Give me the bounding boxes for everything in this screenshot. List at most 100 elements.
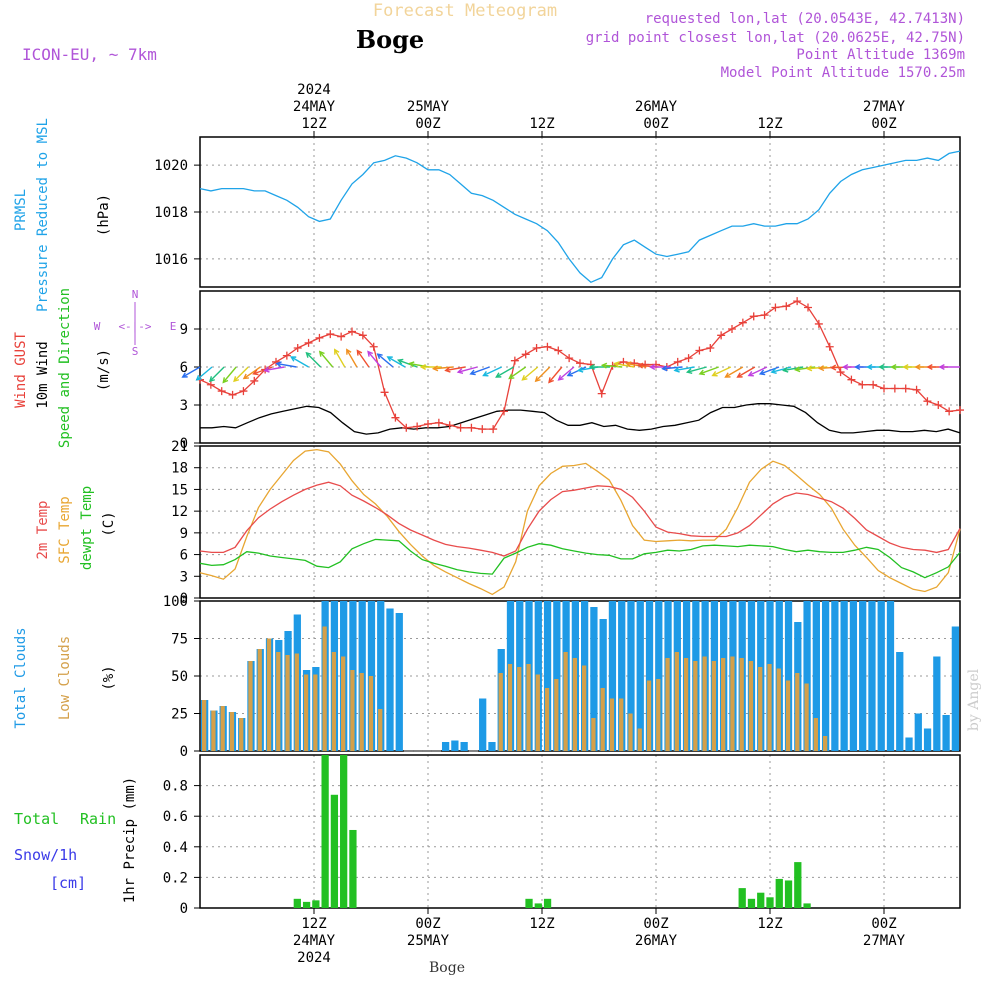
wind-arrowhead-icon: [431, 365, 439, 372]
y-tick-label: 0.2: [163, 870, 188, 886]
gust-marker: [706, 344, 715, 352]
top-time-label: 00Z: [415, 116, 440, 132]
y-tick-label: 0.6: [163, 809, 188, 825]
wind-arrowhead-icon: [926, 363, 933, 371]
precip-unit: 1hr Precip (mm): [122, 777, 138, 903]
y-tick-label: 50: [171, 669, 188, 685]
sfc-temp-label: SFC Temp: [57, 496, 73, 563]
low-clouds-bar: [322, 626, 327, 751]
grid-point-coords: grid point closest lon,lat (20.0625E, 42…: [586, 30, 965, 46]
wind-arrowhead-icon: [878, 363, 885, 371]
total-clouds-bar: [812, 601, 820, 751]
gust-marker: [293, 344, 302, 352]
gust-marker: [358, 331, 367, 340]
precip-bar: [543, 898, 552, 908]
watermark: by Angel: [966, 668, 982, 731]
gust-marker: [282, 351, 291, 360]
low-clouds-bar: [544, 688, 550, 751]
model-label: ICON-EU, ~ 7km: [22, 45, 157, 64]
low-clouds-bar: [572, 658, 577, 751]
wind-arrowhead-icon: [938, 363, 945, 371]
precip-bar: [534, 903, 542, 908]
low-clouds-label: Low Clouds: [57, 636, 73, 720]
wind-arrowhead-icon: [376, 353, 383, 360]
pressure-line: [199, 150, 961, 284]
total-clouds-bar: [441, 742, 450, 751]
gust-marker: [945, 407, 954, 416]
total-clouds-bar: [460, 742, 468, 751]
y-tick-label: 1020: [154, 158, 188, 174]
y-tick-label: 15: [171, 482, 188, 498]
wind-arrowhead-icon: [521, 374, 528, 381]
panel-frame: [199, 600, 961, 752]
total-clouds-bar: [543, 601, 552, 751]
top-time-label: 12Z: [301, 116, 326, 132]
wind-arrowhead-icon: [747, 371, 754, 377]
low-clouds-bar: [276, 652, 281, 751]
gust-marker: [934, 401, 943, 409]
low-clouds-bar: [628, 713, 633, 751]
gust-marker: [478, 425, 487, 434]
wind-arrowhead-icon: [208, 376, 215, 383]
wind-direction-arrow: [209, 366, 225, 382]
total-clouds-bar: [942, 715, 950, 751]
gust-marker: [923, 397, 932, 406]
y-tick-label: 0.4: [163, 840, 188, 856]
low-clouds-bar: [331, 652, 337, 751]
gust-marker: [206, 380, 215, 389]
gust-marker: [771, 303, 780, 312]
low-clouds-bar: [294, 653, 299, 751]
total-clouds-bar: [395, 613, 403, 751]
low-clouds-bar: [730, 656, 735, 751]
bottom-time-label: 2024: [297, 950, 331, 966]
precip-bar: [349, 829, 357, 908]
total-clouds-bar: [451, 740, 459, 751]
gust-marker: [532, 344, 541, 352]
total-label: Total: [14, 810, 59, 828]
compass-w: W: [94, 320, 101, 333]
wind-direction-arrow: [748, 366, 768, 377]
y-tick-label: 1016: [154, 252, 188, 268]
precip-bar: [340, 755, 348, 908]
total-clouds-bar: [488, 742, 496, 751]
precip-bar: [766, 897, 774, 908]
wind-direction-arrow: [483, 366, 502, 377]
wind-arrowhead-icon: [469, 369, 476, 376]
low-clouds-bar: [266, 638, 272, 751]
wind-arrowhead-icon: [698, 369, 705, 376]
low-clouds-bar: [767, 664, 772, 751]
bottom-time-label: 00Z: [871, 916, 896, 932]
low-clouds-bar: [758, 667, 763, 751]
y-tick-label: 75: [171, 632, 188, 648]
wind-arrowhead-icon: [222, 377, 229, 384]
pressure-unit: (hPa): [96, 194, 112, 236]
wind-arrowhead-icon: [866, 363, 873, 371]
wind-direction-arrow: [243, 366, 261, 380]
compass-n: N: [132, 288, 139, 301]
model-altitude: Model Point Altitude 1570.25m: [721, 65, 965, 81]
total-clouds-bar: [831, 601, 839, 751]
low-clouds-bar: [554, 679, 559, 751]
wind-direction-arrow: [614, 362, 635, 368]
bottom-time-label: 12Z: [301, 916, 326, 932]
y-tick-label: 100: [163, 594, 188, 610]
y-tick-label: 3: [180, 398, 188, 414]
top-time-label: 27MAY: [863, 99, 906, 115]
low-clouds-bar: [693, 661, 698, 751]
wind-direction-arrow: [276, 362, 297, 368]
wind-direction-arrow: [233, 366, 249, 382]
wind-direction-arrow: [387, 356, 406, 368]
prmsl-label: PRMSL: [13, 189, 29, 231]
footer-station: Boge: [429, 960, 465, 976]
wind-arrowhead-icon: [242, 373, 249, 380]
wind-arrowhead-icon: [367, 350, 374, 357]
wind-arrowhead-icon: [902, 363, 909, 371]
gust-label: Wind GUST: [13, 332, 29, 408]
bottom-time-label: 26MAY: [635, 933, 678, 949]
total-clouds-bar: [821, 601, 830, 751]
low-clouds-bar: [822, 736, 828, 751]
wind-direction-arrow: [445, 366, 466, 372]
low-clouds-bar: [739, 658, 744, 751]
wind-direction-arrow: [699, 366, 719, 375]
gust-marker: [380, 388, 389, 397]
